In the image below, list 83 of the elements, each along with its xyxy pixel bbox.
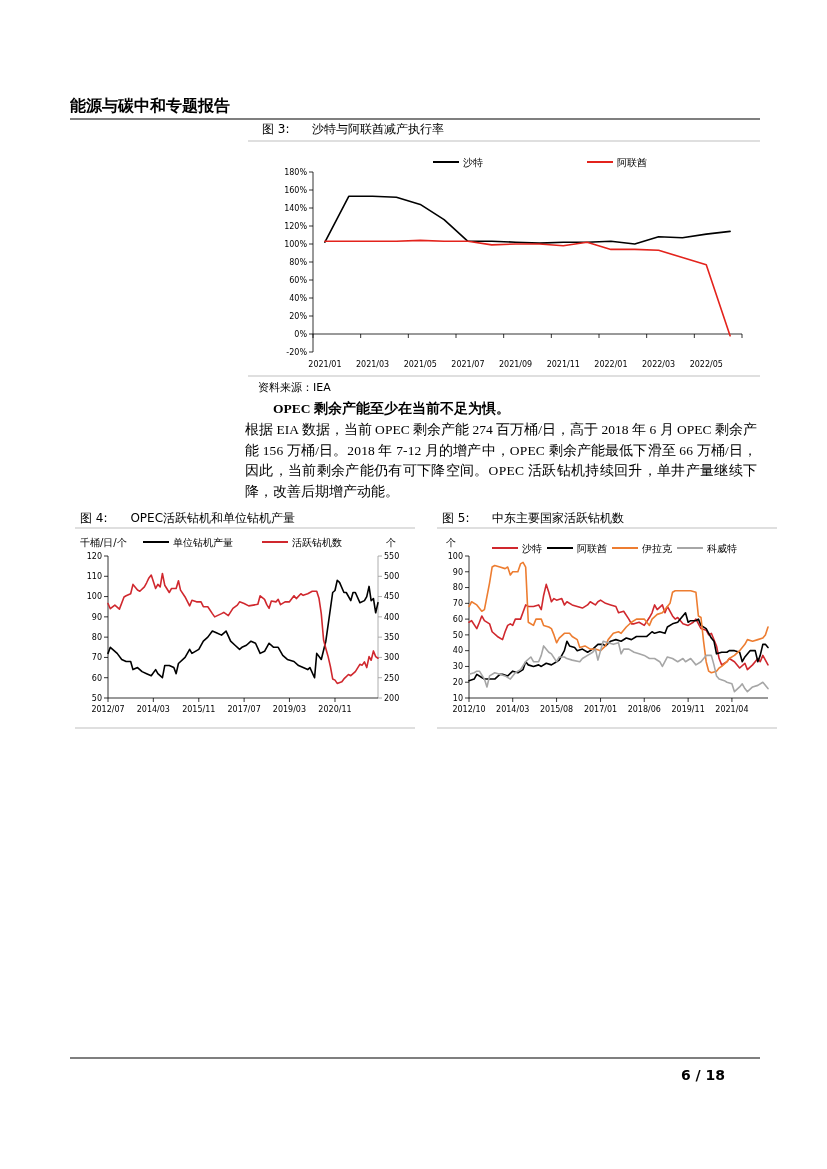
y-tick-label: 0% (294, 329, 308, 339)
y2-tick-label: 400 (384, 612, 400, 622)
y-tick-label: 20 (452, 678, 463, 688)
y-tick-label: 80 (452, 583, 463, 593)
y-tick-label: 60% (289, 275, 308, 285)
y-tick-label: 50 (91, 693, 102, 703)
y-tick-label: 50 (452, 630, 463, 640)
line-series (324, 239, 731, 337)
legend-label: 科威特 (707, 542, 737, 554)
y-axis-title: 千桶/日/个 (80, 537, 127, 548)
x-tick-label: 2019/03 (272, 705, 307, 714)
y2-tick-label: 550 (384, 551, 400, 561)
line-series (468, 561, 769, 674)
x-tick-label: 2022/03 (641, 360, 676, 369)
y-tick-label: 180% (284, 167, 308, 177)
x-tick-label: 2021/01 (308, 360, 342, 369)
y-tick-label: 60 (452, 614, 463, 624)
x-tick-label: 2019/11 (671, 705, 705, 714)
y-tick-label: 100 (86, 592, 102, 602)
y-tick-label: 100 (447, 551, 463, 561)
x-tick-label: 2021/04 (715, 705, 749, 714)
x-tick-label: 2020/11 (318, 705, 352, 714)
x-tick-label: 2015/08 (539, 705, 574, 714)
text: 根据 EIA 数据，当前 OPEC 剩余产能 274 百万桶/日，高于 2018 年 6 月 OPEC 剩余产能 156 万桶/日。2018 年 7-12 月的增产中，OPEC 剩余产能最低下滑至 66 万桶/日，因此，当前剩余产能仍有可下降空间。OPEC 活跃钻机持续回升，单井产量继续下降，改善后期增产动能。 (245, 421, 757, 500)
x-tick-label: 2017/01 (583, 705, 618, 714)
x-tick-label: 2017/07 (227, 705, 261, 714)
y2-tick-label: 350 (384, 632, 400, 642)
x-tick-label: 2012/10 (452, 705, 486, 714)
line-series (468, 640, 769, 693)
y-tick-label: 120% (284, 221, 308, 231)
y-tick-label: 20% (289, 311, 308, 321)
y2-tick-label: 300 (384, 653, 400, 663)
y-tick-label: 120 (86, 551, 102, 561)
y-tick-label: 110 (86, 572, 102, 582)
y-tick-label: 10 (452, 693, 463, 703)
chart-title: 图 4: OPEC活跃钻机和单位钻机产量 (80, 511, 296, 525)
y-tick-label: 160% (284, 185, 308, 195)
y-tick-label: 100% (284, 239, 308, 249)
legend-label: 阿联酋 (617, 156, 647, 168)
chart-title: 图 3: 沙特与阿联酋减产执行率 (262, 122, 445, 136)
x-tick-label: 2018/06 (627, 705, 661, 714)
y2-tick-label: 250 (384, 673, 400, 683)
y-tick-label: 60 (91, 673, 102, 683)
text: 能源与碳中和专题报告 (70, 96, 230, 115)
x-tick-label: 2012/07 (91, 705, 125, 714)
x-tick-label: 2021/07 (451, 360, 485, 369)
x-tick-label: 2014/03 (496, 705, 530, 714)
text: 6 / 18 (680, 1067, 725, 1083)
y-tick-label: 140% (284, 203, 308, 213)
y-axis-title: 个 (446, 537, 456, 548)
y-tick-label: 40 (452, 646, 463, 656)
line-series (468, 583, 769, 671)
chart-title: 图 5: 中东主要国家活跃钻机数 (442, 511, 625, 525)
legend-label: 阿联酋 (577, 542, 607, 554)
y-tick-label: 90 (452, 567, 463, 577)
y2-tick-label: 500 (384, 572, 400, 582)
text: OPEC 剩余产能至少在当前不足为惧。 (273, 400, 510, 416)
x-tick-label: 2021/09 (498, 360, 533, 369)
legend-label: 沙特 (522, 542, 542, 554)
y2-tick-label: 450 (384, 592, 400, 602)
y-tick-label: 70 (91, 653, 102, 663)
text: 资料来源：IEA (258, 381, 332, 394)
line-series (324, 195, 731, 245)
x-tick-label: 2021/03 (355, 360, 390, 369)
x-tick-label: 2022/01 (594, 360, 628, 369)
x-tick-label: 2021/11 (546, 360, 580, 369)
y2-axis-title: 个 (386, 537, 396, 548)
x-tick-label: 2021/05 (403, 360, 437, 369)
legend-label: 单位钻机产量 (173, 536, 233, 548)
x-tick-label: 2022/05 (689, 360, 723, 369)
legend-label: 沙特 (463, 156, 483, 168)
x-tick-label: 2014/03 (136, 705, 170, 714)
y-tick-label: 80% (289, 257, 308, 267)
y-tick-label: -20% (286, 347, 308, 357)
y-tick-label: 70 (452, 599, 463, 609)
y-tick-label: 80 (91, 632, 102, 642)
y-tick-label: 90 (91, 612, 102, 622)
y2-tick-label: 200 (384, 693, 400, 703)
x-tick-label: 2015/11 (182, 705, 216, 714)
y-tick-label: 30 (452, 662, 463, 672)
legend-label: 伊拉克 (642, 542, 672, 554)
legend-label: 活跃钻机数 (292, 536, 342, 548)
y-tick-label: 40% (289, 293, 308, 303)
